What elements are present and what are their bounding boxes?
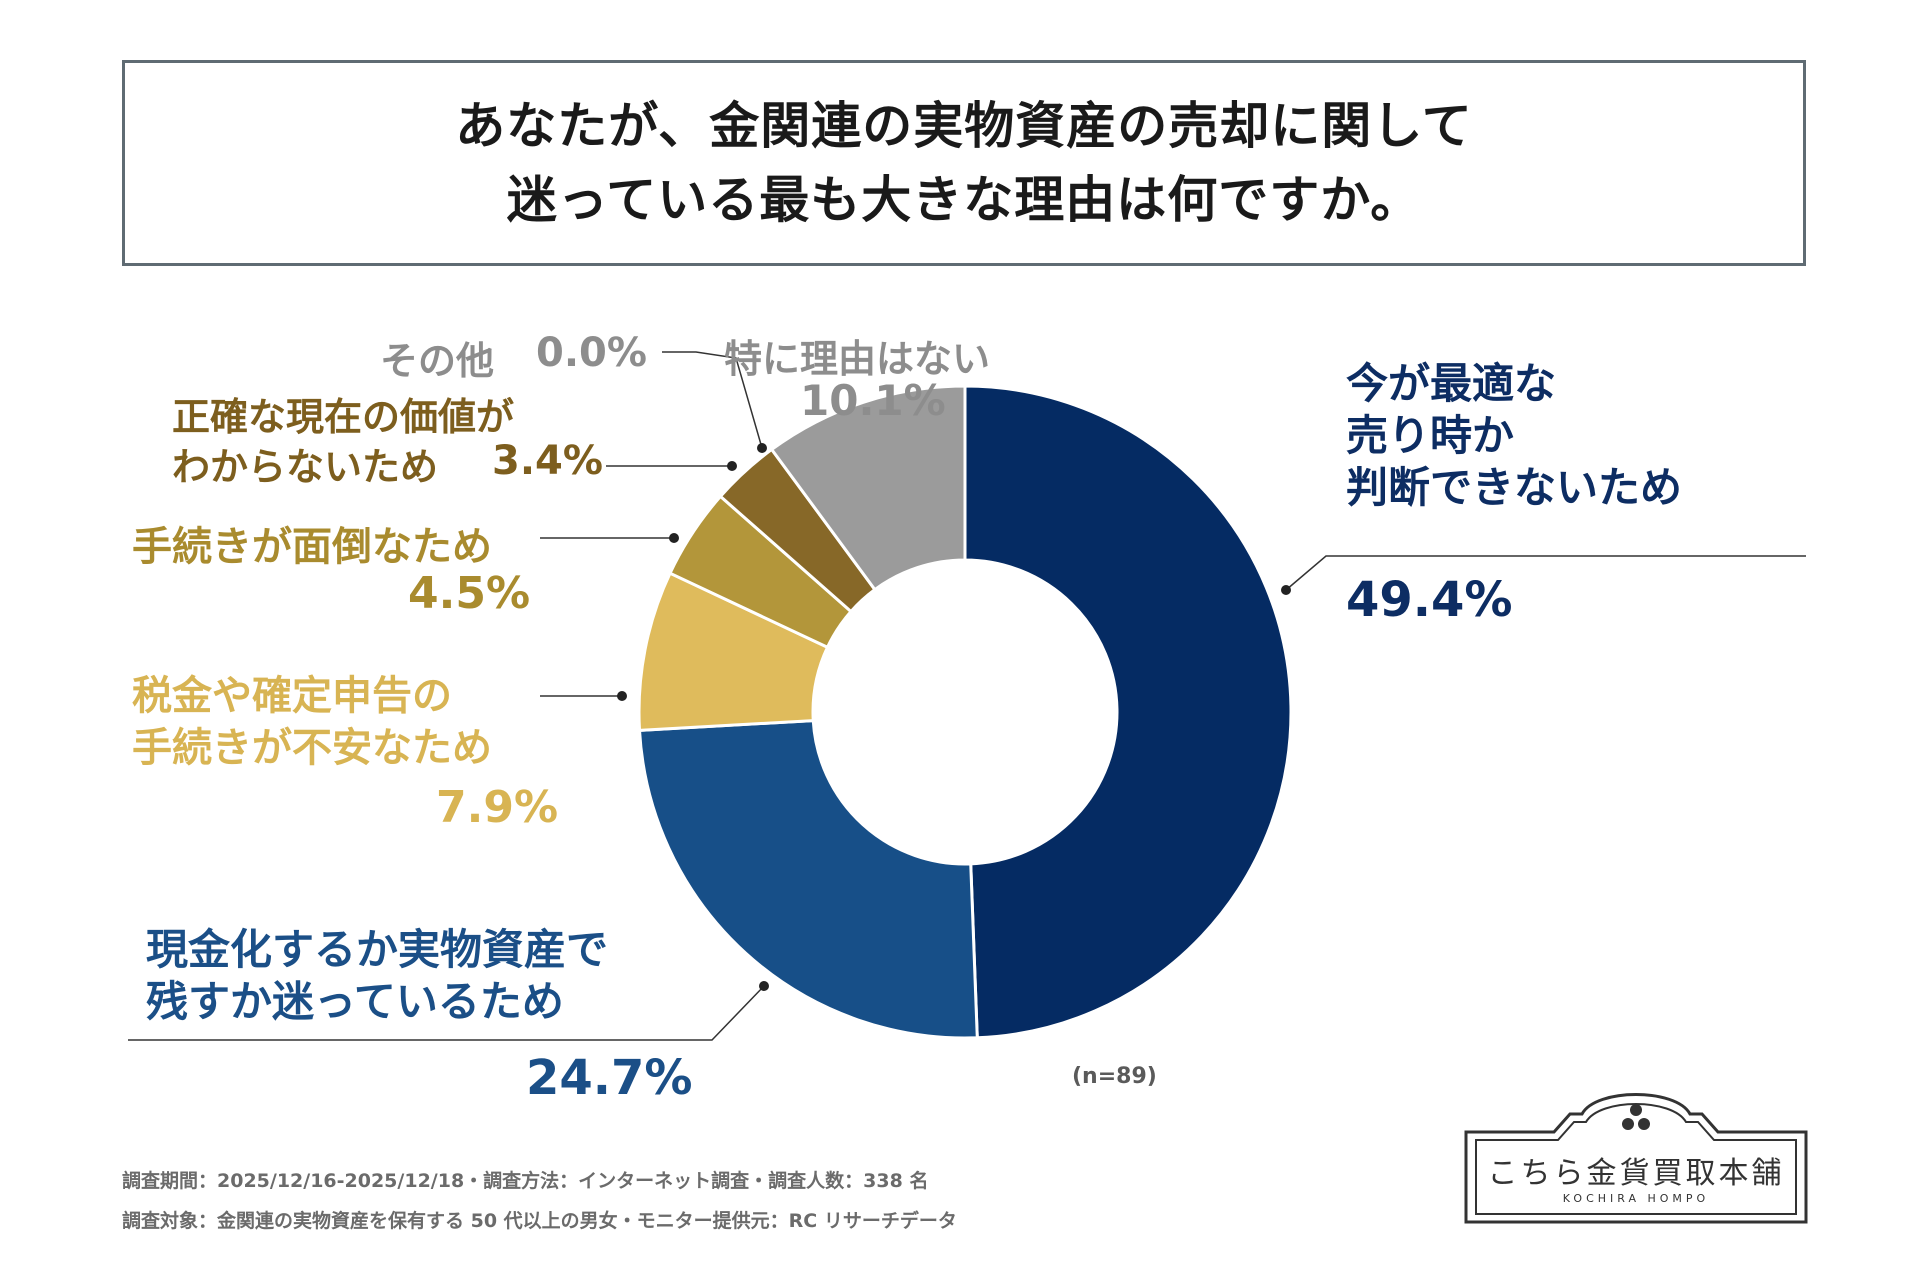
survey-period-note: 調査期間：2025/12/16-2025/12/18・調査方法：インターネット調… <box>122 1170 929 1192</box>
survey-target-note: 調査対象：金関連の実物資産を保有する 50 代以上の男女・モニター提供元：RC … <box>122 1210 957 1232</box>
value-tax-procedure: 7.9% <box>436 782 559 833</box>
value-other: 0.0% <box>536 330 647 376</box>
brand-logo: こちら金貨買取本舗 KOCHIRA HOMPO <box>1458 1080 1814 1230</box>
label-optimal-timing: 今が最適な 売り時か 判断できないため <box>1346 359 1683 512</box>
label-other: その他 <box>380 339 495 383</box>
label-no-reason: 特に理由はない <box>724 337 991 381</box>
leader-line-0 <box>1285 555 1806 591</box>
leader-dot-5 <box>757 443 767 453</box>
value-unknown-value: 3.4% <box>492 438 603 484</box>
label-cash-or-asset: 現金化するか実物資産で 残すか迷っているため <box>146 925 609 1026</box>
leader-line-5 <box>662 351 763 449</box>
leader-dot-4 <box>727 461 737 471</box>
leader-dot-1 <box>759 981 769 991</box>
chart-title-line-2: 迷っている最も大きな理由は何ですか。 <box>506 171 1422 229</box>
leader-dot-2 <box>617 691 627 701</box>
logo-mark-top <box>1630 1104 1642 1116</box>
label-unknown-value: 正確な現在の価値が わからないため <box>172 395 515 489</box>
donut-slice-0 <box>963 384 1293 1040</box>
value-troublesome: 4.5% <box>408 568 531 619</box>
logo-mark-left <box>1622 1118 1634 1130</box>
logo-mark-right <box>1638 1118 1650 1130</box>
label-troublesome: 手続きが面倒なため <box>132 524 492 570</box>
label-tax-procedure: 税金や確定申告の 手続きが不安なため <box>132 673 492 771</box>
value-cash-or-asset: 24.7% <box>526 1050 693 1106</box>
brand-sub: KOCHIRA HOMPO <box>1562 1192 1710 1205</box>
donut-slice-6 <box>769 384 967 592</box>
leader-line-1 <box>128 985 765 1041</box>
value-optimal-timing: 49.4% <box>1346 572 1513 628</box>
chart-title-line-1: あなたが、金関連の実物資産の売却に関して <box>455 97 1473 155</box>
donut-slice-1 <box>637 719 979 1040</box>
leader-dot-0 <box>1281 585 1291 595</box>
sample-size: (n=89) <box>1072 1064 1157 1089</box>
brand-name: こちら金貨買取本舗 <box>1487 1156 1785 1191</box>
value-no-reason: 10.1% <box>800 376 946 425</box>
leader-dot-3 <box>669 533 679 543</box>
title-box: あなたが、金関連の実物資産の売却に関して 迷っている最も大きな理由は何ですか。 <box>122 60 1806 266</box>
